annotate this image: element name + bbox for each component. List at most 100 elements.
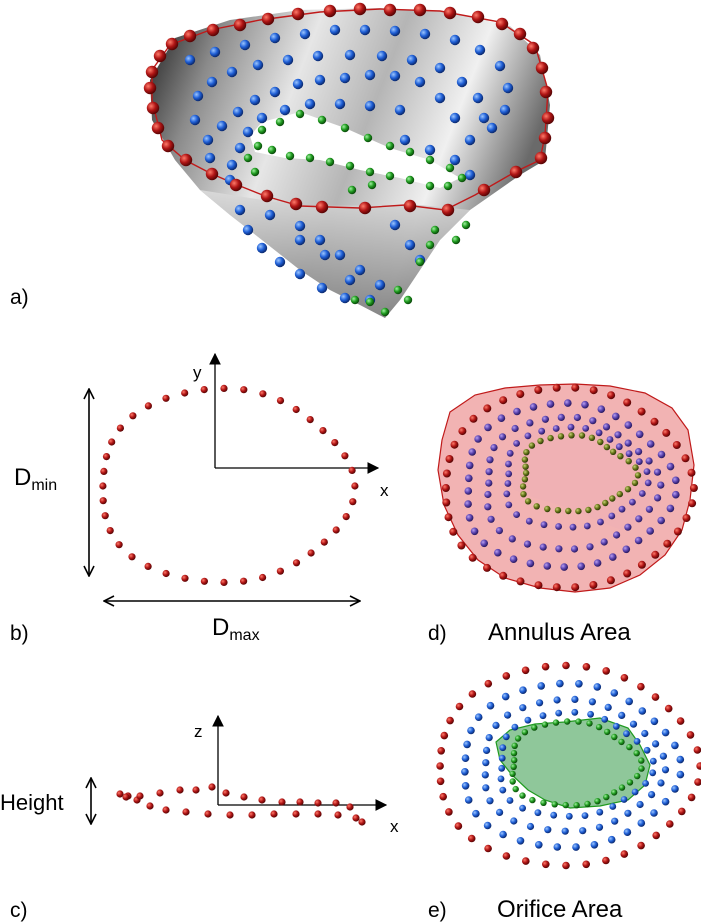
leaflet-point bbox=[456, 76, 468, 88]
annulus-point bbox=[144, 402, 152, 410]
leaflet-point bbox=[516, 837, 525, 845]
leaflet-point bbox=[256, 112, 268, 124]
annulus-point bbox=[441, 484, 450, 492]
leaflet-point bbox=[589, 417, 597, 425]
leaflet-point bbox=[467, 726, 475, 735]
annulus-point bbox=[278, 798, 286, 806]
annulus-point bbox=[637, 841, 645, 850]
orifice-point bbox=[632, 464, 639, 471]
leaflet-point bbox=[504, 480, 512, 487]
leaflet-point bbox=[494, 60, 506, 72]
annulus-point bbox=[156, 789, 164, 797]
leaflet-point bbox=[644, 479, 652, 487]
leaflet-point bbox=[661, 728, 670, 737]
orifice-point bbox=[634, 472, 642, 479]
annulus-point bbox=[240, 577, 248, 585]
orifice-point bbox=[529, 796, 536, 804]
annulus-point bbox=[240, 386, 248, 394]
leaflet-point bbox=[524, 432, 532, 440]
leaflet-point bbox=[615, 443, 623, 451]
leaflet-point bbox=[611, 817, 619, 825]
annulus-point bbox=[571, 383, 580, 392]
leaflet-point bbox=[465, 461, 474, 470]
orifice-point bbox=[317, 115, 327, 125]
leaflet-point bbox=[586, 543, 594, 551]
leaflet-point bbox=[577, 562, 585, 571]
leaflet-point bbox=[625, 450, 633, 458]
panel-d-annulus-area: d) Annulus Area bbox=[428, 383, 698, 646]
leaflet-point bbox=[256, 242, 268, 254]
leaflet-point bbox=[526, 559, 535, 568]
annulus-point bbox=[652, 831, 660, 840]
leaflet-point bbox=[505, 460, 512, 468]
annulus-point bbox=[516, 390, 525, 399]
leaflet-point bbox=[376, 50, 388, 62]
leaflet-point bbox=[618, 505, 626, 513]
leaflet-point bbox=[487, 515, 495, 523]
leaflet-point bbox=[419, 28, 431, 40]
leaflet-point bbox=[464, 796, 473, 804]
leaflet-point bbox=[614, 431, 622, 439]
leaflet-point bbox=[571, 708, 579, 716]
leaflet-point bbox=[474, 713, 483, 721]
annulus-point bbox=[637, 407, 646, 416]
leaflet-point bbox=[643, 746, 651, 754]
dmax-label: Dmax bbox=[212, 614, 260, 644]
annulus-point bbox=[509, 165, 523, 179]
annulus-point bbox=[662, 428, 671, 437]
annulus-point bbox=[637, 560, 646, 569]
leaflet-point bbox=[634, 536, 643, 545]
orifice-point bbox=[568, 432, 575, 439]
leaflet-point bbox=[344, 49, 356, 61]
dmin-sub: min bbox=[31, 477, 57, 494]
leaflet-point bbox=[513, 511, 520, 518]
orifice-point bbox=[554, 507, 562, 514]
annulus-point bbox=[162, 394, 170, 402]
leaflet-point bbox=[539, 543, 547, 551]
panel-d-points bbox=[441, 383, 698, 592]
orifice-point bbox=[540, 799, 547, 806]
orifice-point bbox=[519, 792, 526, 799]
annulus-point bbox=[694, 778, 701, 786]
orifice-point bbox=[616, 490, 623, 498]
annulus-point bbox=[442, 498, 451, 507]
orifice-point bbox=[604, 728, 611, 736]
leaflet-point bbox=[486, 456, 494, 464]
leaflet-point bbox=[502, 733, 510, 741]
annulus-point bbox=[651, 693, 660, 701]
leaflet-point bbox=[232, 106, 244, 118]
annulus-point bbox=[455, 702, 464, 711]
leaflet-point bbox=[556, 679, 564, 688]
annulus-point bbox=[99, 482, 107, 490]
orifice-point bbox=[618, 784, 626, 791]
leaflet-point bbox=[294, 234, 306, 246]
annulus-point bbox=[436, 762, 444, 770]
annulus-point bbox=[499, 396, 508, 405]
annulus-point bbox=[441, 203, 455, 217]
orifice-point bbox=[250, 167, 260, 177]
annulus-point bbox=[99, 497, 107, 505]
leaflet-point bbox=[633, 738, 641, 745]
leaflet-point bbox=[189, 114, 201, 126]
orifice-point bbox=[618, 738, 625, 746]
annulus-point bbox=[341, 452, 349, 460]
annulus-point bbox=[182, 808, 190, 816]
annulus-point bbox=[183, 29, 197, 43]
orifice-point bbox=[523, 449, 530, 456]
annulus-point bbox=[315, 200, 329, 214]
annulus-point bbox=[676, 717, 685, 725]
valve-orifice-hole bbox=[250, 112, 460, 188]
leaflet-point bbox=[504, 711, 512, 719]
annulus-point bbox=[331, 439, 339, 447]
leaflet-point bbox=[657, 481, 665, 489]
leaflet-point bbox=[329, 24, 341, 36]
annulus-point bbox=[538, 131, 552, 145]
annulus-point bbox=[176, 786, 184, 794]
orifice-point bbox=[340, 123, 350, 133]
annulus-point bbox=[292, 559, 301, 567]
leaflet-point bbox=[555, 545, 563, 553]
leaflet-point bbox=[468, 448, 477, 456]
panel-b-annulus-top-view: x y Dmin Dmax b) bbox=[10, 352, 389, 645]
leaflet-point bbox=[434, 92, 446, 104]
annulus-point bbox=[270, 810, 278, 818]
